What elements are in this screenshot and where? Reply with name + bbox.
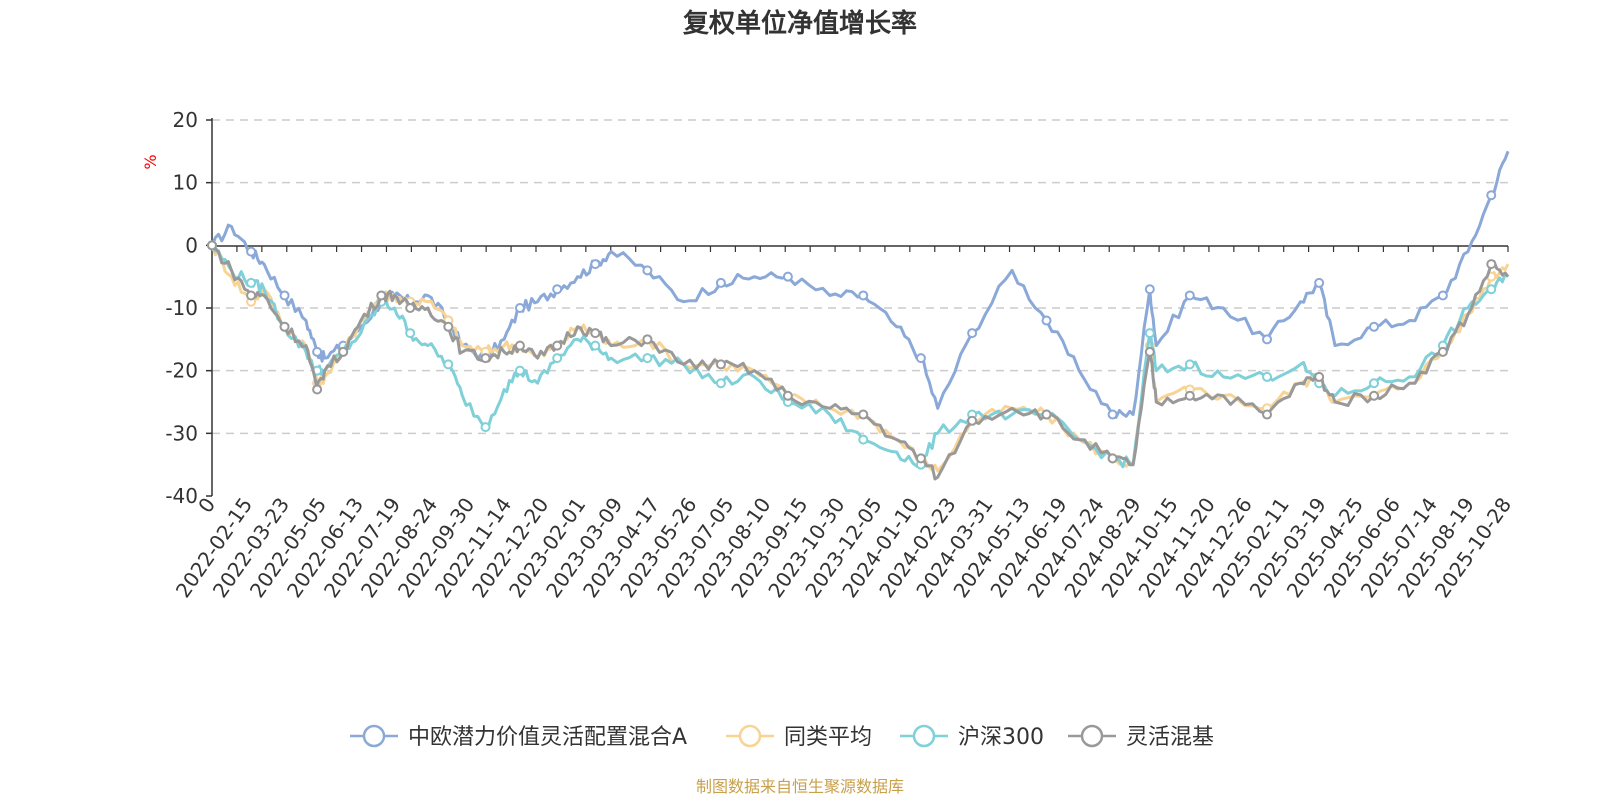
y-tick-label: 0 [185, 233, 198, 257]
legend-label: 灵活混基 [1126, 725, 1214, 750]
series-point [1107, 409, 1118, 420]
series-point [1144, 346, 1155, 357]
series-point [1262, 371, 1273, 382]
series-point [279, 321, 290, 332]
legend-circle-icon [912, 724, 936, 748]
legend-item[interactable]: 中欧潜力价值灵活配置混合A [350, 724, 687, 750]
series-point [858, 434, 869, 445]
series-point [858, 409, 869, 420]
series-point [312, 346, 323, 357]
series-point [1486, 259, 1497, 270]
legend-circle-icon [362, 724, 386, 748]
series-point [642, 265, 653, 276]
legend-circle-icon [1080, 724, 1104, 748]
series-point [552, 284, 563, 295]
series-point [1262, 334, 1273, 345]
series-point [312, 384, 323, 395]
series-point [480, 353, 491, 364]
legend-label: 中欧潜力价值灵活配置混合A [408, 725, 687, 750]
series-point [405, 328, 416, 339]
series-point [642, 353, 653, 364]
y-tick-label: -30 [165, 421, 198, 445]
series-point [246, 277, 257, 288]
series-point [715, 359, 726, 370]
legend: 中欧潜力价值灵活配置混合A 同类平均 沪深300 灵活混基 [350, 724, 1214, 750]
series-point [1314, 277, 1325, 288]
series-point [1107, 453, 1118, 464]
series-point [1437, 290, 1448, 301]
series-point [915, 453, 926, 464]
series-point [715, 378, 726, 389]
series-point [1184, 390, 1195, 401]
legend-item[interactable]: 同类平均 [726, 724, 872, 750]
y-axis-unit: % [141, 154, 160, 169]
series-point [338, 346, 349, 357]
series-point [376, 290, 387, 301]
legend-item[interactable]: 灵活混基 [1068, 724, 1214, 750]
source-note: 制图数据来自恒生聚源数据库 [696, 777, 904, 796]
series-point [552, 353, 563, 364]
chart-title: 复权单位净值增长率 [683, 8, 917, 39]
series-point [967, 328, 978, 339]
series-point [1041, 315, 1052, 326]
y-tick-label: -10 [165, 296, 198, 320]
series-point [1369, 321, 1380, 332]
y-tick-label: 10 [173, 171, 198, 195]
series-point [590, 340, 601, 351]
series-point [915, 353, 926, 364]
series-point [443, 321, 454, 332]
series-point [1144, 284, 1155, 295]
y-tick-label: -20 [165, 359, 198, 383]
series-point [443, 359, 454, 370]
series-point [1041, 409, 1052, 420]
grid-lines [212, 119, 1508, 435]
series-point [715, 277, 726, 288]
series-point [782, 390, 793, 401]
y-tick-label: -40 [165, 484, 198, 508]
series-point [1437, 346, 1448, 357]
series-point [514, 303, 525, 313]
series-point [246, 290, 257, 301]
series-lines [207, 150, 1510, 481]
series-point [552, 340, 563, 351]
series-point [642, 334, 653, 345]
series-point [1486, 284, 1497, 295]
legend-label: 沪深300 [958, 725, 1044, 750]
series-point [207, 240, 217, 251]
series-point [1486, 190, 1497, 201]
legend-label: 同类平均 [784, 725, 872, 750]
series-point [480, 422, 491, 433]
series-point [405, 303, 416, 313]
series-point [514, 365, 525, 376]
series-line [210, 244, 1510, 481]
series-line [210, 244, 1510, 469]
series-point [1184, 359, 1195, 370]
series-point [1262, 409, 1273, 420]
y-tick-label: 20 [173, 108, 198, 132]
series-point [1369, 390, 1380, 401]
series-point [590, 259, 601, 270]
series-point [1314, 371, 1325, 382]
series-point [514, 340, 525, 351]
series-point [858, 290, 869, 301]
legend-circle-icon [738, 724, 762, 748]
series-point [1369, 378, 1380, 389]
series-point [590, 328, 601, 339]
series-point [1144, 328, 1155, 339]
series-point [967, 415, 978, 426]
series-point [279, 290, 290, 301]
series-point [1184, 290, 1195, 301]
series-point [246, 246, 257, 257]
series-point [782, 271, 793, 282]
legend-item[interactable]: 沪深300 [900, 724, 1044, 750]
